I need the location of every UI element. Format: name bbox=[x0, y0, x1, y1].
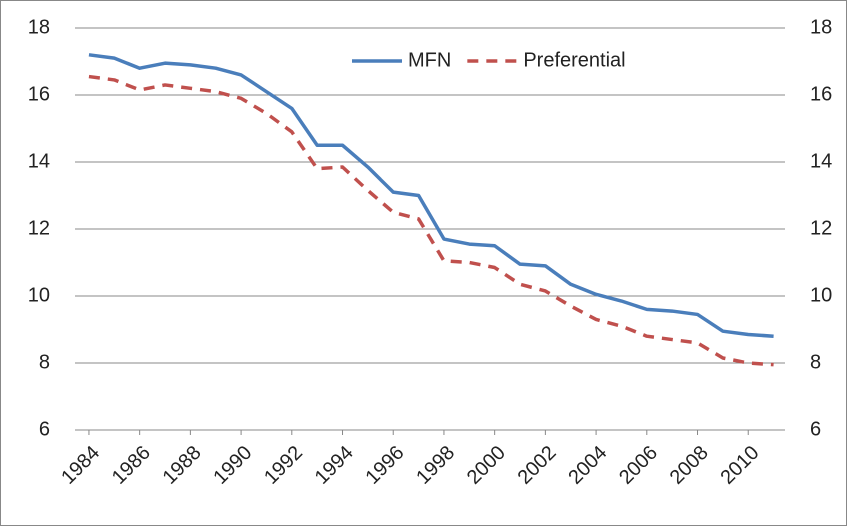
y-tick-label: 12 bbox=[28, 217, 50, 239]
legend-label: Preferential bbox=[523, 49, 625, 71]
y-tick-label: 6 bbox=[39, 418, 50, 440]
y-tick-label: 16 bbox=[28, 83, 50, 105]
line-series bbox=[88, 74, 774, 367]
y2-tick-label: 14 bbox=[810, 150, 832, 172]
y2-tick-label: 12 bbox=[810, 217, 832, 239]
y-tick-label: 18 bbox=[28, 16, 50, 38]
y2-tick-label: 8 bbox=[810, 351, 821, 373]
y2-tick-label: 18 bbox=[810, 16, 832, 38]
y2-tick-label: 16 bbox=[810, 83, 832, 105]
y2-tick-label: 10 bbox=[810, 284, 832, 306]
y2-tick-label: 6 bbox=[810, 418, 821, 440]
line-series bbox=[88, 53, 774, 338]
y-tick-label: 10 bbox=[28, 284, 50, 306]
y-tick-label: 8 bbox=[39, 351, 50, 373]
legend-label: MFN bbox=[408, 49, 451, 71]
y-tick-label: 14 bbox=[28, 150, 50, 172]
